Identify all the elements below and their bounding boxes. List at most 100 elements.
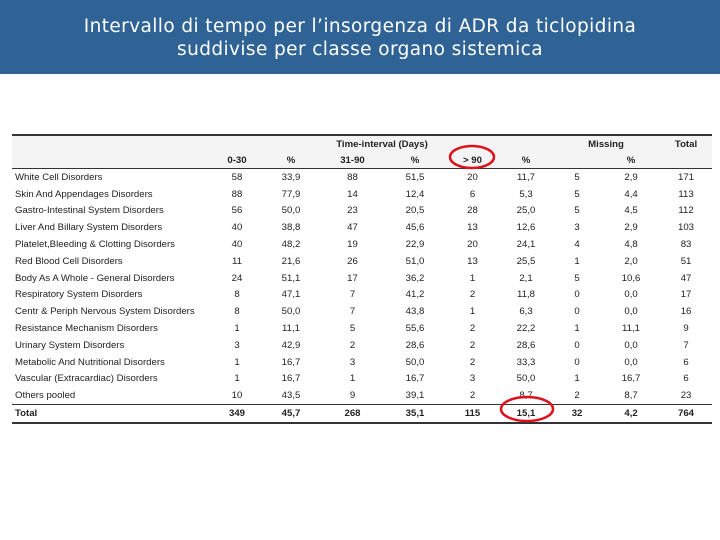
- cell: 5: [349, 323, 356, 335]
- cell: 103: [678, 222, 695, 234]
- cell: 28: [467, 205, 478, 217]
- cell: 3: [469, 373, 476, 385]
- cell: 0: [574, 339, 580, 351]
- title-line: suddivise per classe organo sistemica: [177, 39, 543, 60]
- cell: 2: [469, 356, 476, 368]
- row-label: Body As A Whole - General Disorders: [15, 272, 175, 284]
- cell: 2,1: [519, 272, 533, 284]
- cell: 11: [232, 255, 242, 267]
- cell: 28,6: [516, 339, 536, 351]
- cell: 24: [231, 272, 243, 284]
- cell: 0,0: [624, 356, 638, 368]
- cell: 47: [347, 222, 358, 234]
- subheader: [660, 152, 713, 169]
- cell: 16,7: [281, 356, 301, 368]
- cell: 43,5: [281, 390, 301, 402]
- cell: 8,7: [624, 390, 638, 402]
- title-bar: Intervallo di tempo per l’insorgenza di …: [0, 0, 720, 74]
- cell: 0: [574, 306, 580, 318]
- cell: 40: [231, 222, 243, 234]
- row-label: Metabolic And Nutritional Disorders: [15, 356, 165, 368]
- table-row: Others pooled 10 43,5 9 39,1 2 8,7 2 8,7 23: [12, 387, 712, 404]
- cell: 0,0: [624, 289, 638, 301]
- table-row: Centr & Periph Nervous System Disorders 8…: [12, 303, 712, 320]
- cell: 10: [231, 390, 243, 402]
- cell: 2,9: [624, 171, 638, 183]
- cell: 38,8: [281, 222, 301, 234]
- cell: 11,1: [622, 323, 641, 335]
- row-label: Red Blood Cell Disorders: [15, 255, 123, 267]
- cell: 1: [234, 323, 240, 335]
- cell: 36,2: [405, 272, 425, 284]
- cell: 7: [349, 306, 356, 318]
- subheader: %: [602, 152, 661, 169]
- cell: 0: [574, 289, 580, 301]
- cell: 16,7: [281, 373, 301, 385]
- cell: 171: [678, 171, 695, 183]
- cell: 17: [347, 272, 358, 284]
- cell: 7: [683, 339, 689, 351]
- cell: 16,7: [405, 373, 425, 385]
- cell: 8: [234, 289, 240, 301]
- cell: 1: [469, 306, 476, 318]
- cell: 17: [680, 289, 692, 301]
- cell: 24,1: [516, 239, 536, 251]
- cell: 13: [467, 255, 478, 267]
- cell: 35,1: [385, 404, 445, 424]
- cell: 4,2: [602, 404, 661, 424]
- table-row: Metabolic And Nutritional Disorders 1 16,7…: [12, 354, 712, 371]
- cell: 51,0: [405, 255, 425, 267]
- row-label: Respiratory System Disorders: [15, 289, 143, 301]
- cell: 55,6: [405, 323, 425, 335]
- cell: 1: [574, 373, 580, 385]
- cell: 51,5: [405, 171, 425, 183]
- row-label: Vascular (Extracardiac) Disorders: [15, 373, 158, 385]
- row-label: Liver And Billary System Disorders: [15, 222, 163, 234]
- cell: 1: [469, 272, 476, 284]
- cell: 50,0: [405, 356, 425, 368]
- cell: 3: [574, 222, 580, 234]
- cell: 14: [347, 188, 358, 200]
- cell: 6: [683, 373, 689, 385]
- cell: 33,3: [516, 356, 536, 368]
- subheader: 31-90: [320, 152, 385, 169]
- table-row: Skin And Appendages Disorders 88 77,9 14 12,…: [12, 186, 712, 203]
- cell: 2: [469, 289, 476, 301]
- cell: 40: [231, 239, 243, 251]
- cell: 77,9: [281, 188, 301, 200]
- cell: 47: [680, 272, 692, 284]
- cell: 112: [678, 205, 694, 217]
- cell: 0: [574, 356, 580, 368]
- cell: 5: [574, 205, 580, 217]
- highlight-circle: [448, 144, 496, 170]
- cell: 23: [680, 390, 692, 402]
- cell: 50,0: [516, 373, 536, 385]
- cell: 42,9: [281, 339, 301, 351]
- cell: 39,1: [405, 390, 425, 402]
- title-line: Intervallo di tempo per l’insorgenza di …: [83, 16, 637, 37]
- table-row: Gastro-Intestinal System Disorders 56 50,0…: [12, 203, 712, 220]
- table-row: Body As A Whole - General Disorders 24 51,…: [12, 270, 712, 287]
- subheader: [12, 152, 212, 169]
- cell: 5: [574, 272, 580, 284]
- cell: 58: [231, 171, 243, 183]
- cell: 48,2: [281, 239, 301, 251]
- cell: 50,0: [281, 205, 301, 217]
- cell: 19: [347, 239, 358, 251]
- cell: 0,0: [624, 306, 638, 318]
- cell: 4: [574, 239, 580, 251]
- cell: 8,7: [519, 390, 533, 402]
- cell: 22,9: [405, 239, 425, 251]
- cell: 6,3: [519, 306, 533, 318]
- cell: 20: [467, 171, 478, 183]
- cell: 3: [234, 339, 240, 351]
- cell: 12,4: [405, 188, 425, 200]
- cell: 20,5: [405, 205, 425, 217]
- subheader: 0-30: [212, 152, 262, 169]
- table-row: White Cell Disorders 58 33,9 88 51,5 20 11,7 5 2…: [12, 169, 712, 186]
- cell: 22,2: [516, 323, 536, 335]
- cell: 50,0: [281, 306, 301, 318]
- cell: 88: [347, 171, 358, 183]
